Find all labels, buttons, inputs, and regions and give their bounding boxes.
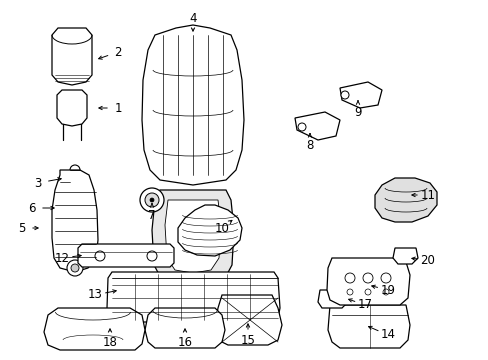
Circle shape [147, 251, 157, 261]
Text: 4: 4 [189, 12, 196, 24]
Polygon shape [164, 200, 221, 273]
Circle shape [364, 289, 370, 295]
Text: 9: 9 [353, 105, 361, 118]
Text: 8: 8 [305, 139, 313, 152]
Text: 14: 14 [380, 328, 395, 342]
Circle shape [345, 273, 354, 283]
Polygon shape [78, 244, 174, 267]
Polygon shape [327, 305, 409, 348]
Polygon shape [326, 258, 409, 305]
Circle shape [70, 165, 80, 175]
Polygon shape [142, 25, 244, 185]
Circle shape [95, 251, 105, 261]
Circle shape [145, 193, 159, 207]
Polygon shape [374, 178, 436, 222]
Polygon shape [178, 205, 242, 256]
Polygon shape [152, 190, 234, 285]
Polygon shape [317, 290, 347, 308]
Text: 11: 11 [420, 189, 435, 202]
Polygon shape [145, 308, 224, 348]
Circle shape [380, 273, 390, 283]
Polygon shape [57, 90, 87, 126]
Text: 2: 2 [114, 45, 122, 59]
Text: 16: 16 [177, 336, 192, 348]
Polygon shape [44, 308, 145, 350]
Text: 13: 13 [87, 288, 102, 302]
Text: 17: 17 [357, 298, 372, 311]
Polygon shape [107, 272, 280, 322]
Circle shape [71, 264, 79, 272]
Text: 7: 7 [148, 208, 156, 221]
Polygon shape [294, 112, 339, 140]
Circle shape [382, 289, 388, 295]
Circle shape [67, 260, 83, 276]
Circle shape [362, 273, 372, 283]
Text: 18: 18 [102, 336, 117, 348]
Circle shape [346, 289, 352, 295]
Circle shape [150, 198, 154, 202]
Polygon shape [339, 82, 381, 108]
Text: 1: 1 [114, 102, 122, 114]
Polygon shape [52, 28, 92, 85]
Polygon shape [392, 248, 417, 264]
Polygon shape [52, 170, 98, 272]
Text: 10: 10 [214, 221, 229, 234]
Text: 5: 5 [18, 221, 26, 234]
Text: 19: 19 [380, 284, 395, 297]
Polygon shape [215, 295, 282, 345]
Text: 12: 12 [54, 252, 69, 265]
Text: 6: 6 [28, 202, 36, 215]
Circle shape [297, 123, 305, 131]
Circle shape [61, 178, 69, 186]
Text: 3: 3 [34, 176, 41, 189]
Text: 20: 20 [420, 253, 434, 266]
Text: 15: 15 [240, 333, 255, 346]
Circle shape [340, 91, 348, 99]
Circle shape [140, 188, 163, 212]
